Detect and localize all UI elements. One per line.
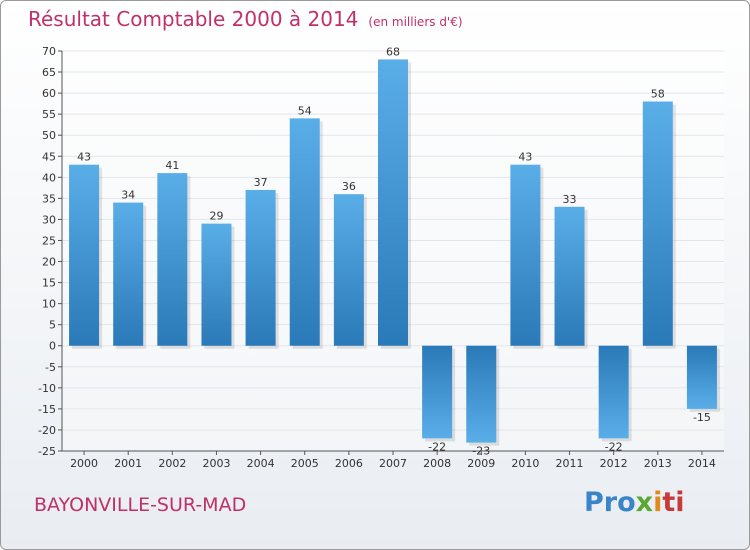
y-tick-label: -10: [38, 382, 56, 395]
x-tick-label: 2012: [600, 457, 628, 470]
bar: [378, 59, 408, 346]
x-tick-label: 2013: [644, 457, 672, 470]
y-tick-label: -5: [45, 361, 56, 374]
x-tick-label: 2009: [467, 457, 495, 470]
y-tick-label: 45: [42, 150, 56, 163]
bar: [289, 118, 320, 346]
y-tick-label: 40: [42, 171, 56, 184]
chart-title-text: Résultat Comptable 2000 à 2014: [28, 7, 359, 31]
y-tick-label: 20: [42, 256, 56, 269]
bar: [686, 345, 717, 409]
y-tick-label: 70: [42, 45, 56, 58]
y-tick-label: -15: [38, 403, 56, 416]
data-label: 29: [209, 210, 223, 223]
data-label: 54: [298, 104, 312, 117]
data-label: 34: [121, 189, 135, 202]
bar: [201, 223, 232, 346]
y-tick-label: -25: [38, 445, 56, 458]
y-tick-label: 15: [42, 277, 56, 290]
y-tick-label: 10: [42, 298, 56, 311]
logo-part-1: Pro: [584, 487, 636, 518]
y-tick-label: -20: [38, 424, 56, 437]
bar: [245, 189, 276, 346]
logo-part-3: i: [653, 487, 663, 518]
data-label: 43: [77, 151, 91, 164]
x-tick-label: 2001: [114, 457, 142, 470]
data-label: -22: [605, 440, 623, 453]
bar: [157, 173, 188, 346]
x-tick-label: 2008: [423, 457, 451, 470]
x-tick-label: 2003: [202, 457, 230, 470]
x-tick-label: 2007: [379, 457, 407, 470]
y-tick-label: 60: [42, 87, 56, 100]
bar: [333, 194, 364, 346]
data-label: 43: [518, 151, 532, 164]
data-label: -22: [428, 440, 446, 453]
data-label: 41: [165, 159, 179, 172]
y-tick-label: 25: [42, 234, 56, 247]
x-tick-label: 2006: [335, 457, 363, 470]
bar: [113, 202, 144, 346]
x-tick-label: 2002: [158, 457, 186, 470]
data-label: 36: [342, 180, 356, 193]
commune-name: BAYONVILLE-SUR-MAD: [34, 494, 247, 516]
x-tick-label: 2004: [247, 457, 275, 470]
x-tick-label: 2005: [291, 457, 319, 470]
y-tick-label: 50: [42, 129, 56, 142]
logo-part-4: ti: [662, 487, 685, 518]
data-label: -15: [693, 411, 711, 424]
data-label: 58: [651, 88, 665, 101]
y-tick-label: 35: [42, 192, 56, 205]
chart-unit: (en milliers d'€): [368, 15, 463, 29]
data-label: 68: [386, 45, 400, 58]
x-tick-label: 2010: [511, 457, 539, 470]
chart-title: Résultat Comptable 2000 à 2014 (en millie…: [28, 7, 463, 31]
y-tick-label: 65: [42, 66, 56, 79]
bar: [642, 101, 673, 346]
data-label: 37: [254, 176, 268, 189]
bar: [466, 345, 497, 443]
data-label: 33: [563, 193, 577, 206]
bar: [422, 345, 453, 439]
y-tick-label: 5: [49, 319, 56, 332]
bar: [598, 345, 629, 439]
x-tick-label: 2000: [70, 457, 98, 470]
y-tick-label: 55: [42, 108, 56, 121]
bar: [554, 206, 585, 346]
y-tick-label: 30: [42, 213, 56, 226]
proxiti-logo: Proxiti: [584, 487, 685, 518]
logo-part-2: x: [635, 487, 654, 518]
bar: [510, 164, 541, 346]
y-tick-label: 0: [49, 340, 56, 353]
bar: [69, 164, 100, 346]
x-tick-label: 2014: [688, 457, 716, 470]
x-tick-label: 2011: [556, 457, 584, 470]
